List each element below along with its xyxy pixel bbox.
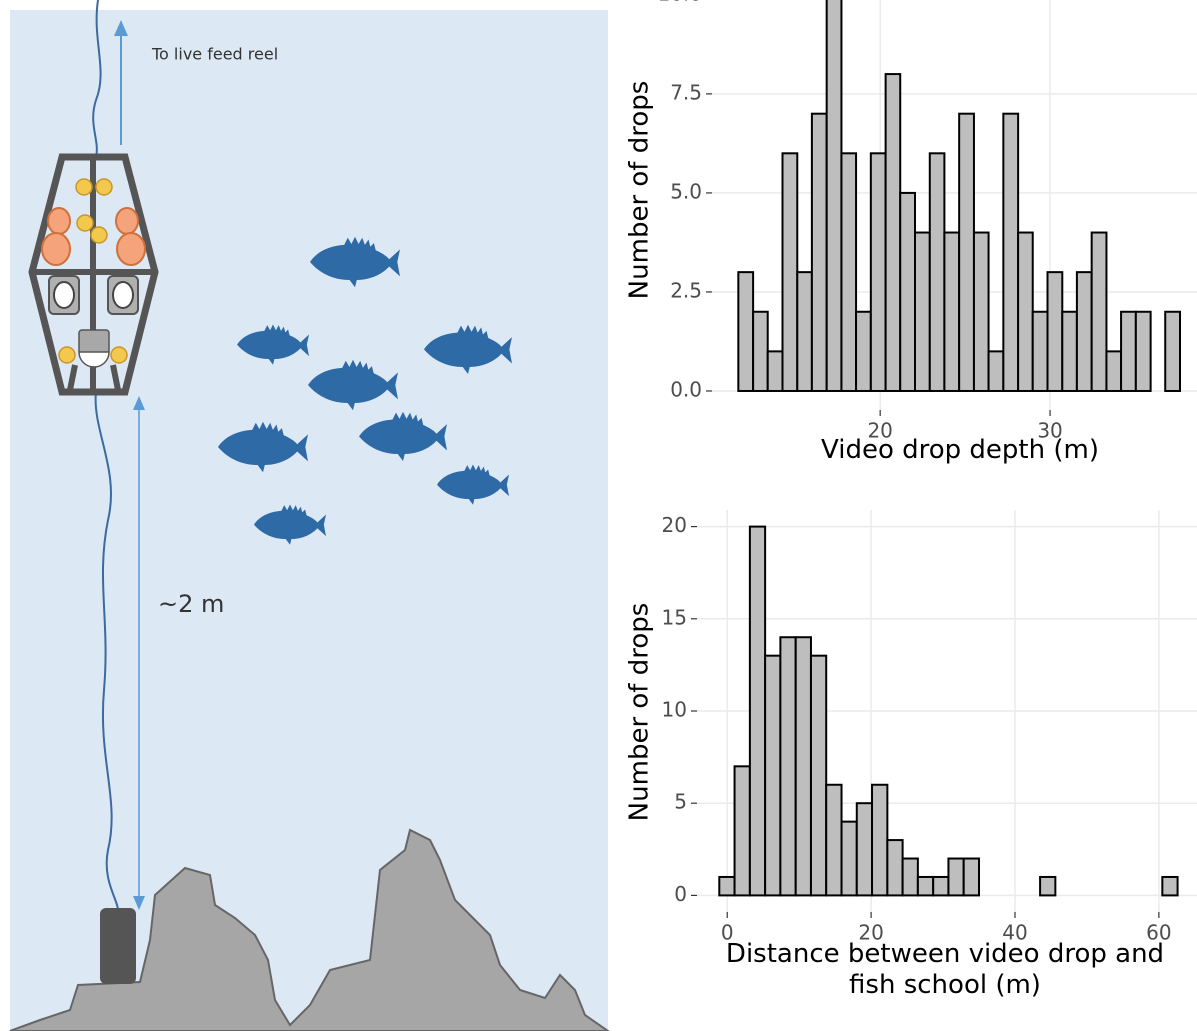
bar bbox=[944, 233, 959, 391]
diagram: To live feed reel ~2 m bbox=[10, 0, 608, 1031]
y-axis-title: Number of drops bbox=[625, 603, 655, 822]
bar bbox=[933, 877, 948, 895]
bar bbox=[735, 766, 750, 895]
bar bbox=[1040, 877, 1055, 895]
bar bbox=[1048, 272, 1063, 391]
bar bbox=[872, 785, 887, 896]
bar bbox=[1165, 312, 1180, 391]
diagram-label: To live feed reel bbox=[151, 45, 278, 64]
bar bbox=[827, 0, 842, 391]
bar bbox=[964, 859, 979, 896]
x-axis-title: Distance between video drop and fish sch… bbox=[715, 939, 1175, 1001]
bar bbox=[930, 153, 945, 391]
bar bbox=[780, 637, 795, 895]
lens bbox=[54, 282, 74, 308]
y-tick-label: 5.0 bbox=[670, 179, 702, 203]
bar bbox=[948, 859, 963, 896]
bar bbox=[1121, 312, 1136, 391]
bar bbox=[797, 272, 812, 391]
chart: 0.02.55.07.510.02030Number of drops bbox=[625, 0, 1197, 442]
bar bbox=[753, 312, 768, 391]
bar bbox=[1033, 312, 1048, 391]
diagram-label: ~2 m bbox=[158, 590, 224, 618]
anchor-weight bbox=[100, 908, 136, 984]
bar bbox=[1136, 312, 1151, 391]
bar bbox=[1092, 233, 1107, 391]
bar bbox=[856, 312, 871, 391]
bar bbox=[959, 114, 974, 391]
y-tick-label: 20 bbox=[662, 513, 687, 537]
y-tick-label: 15 bbox=[662, 605, 687, 629]
bar bbox=[989, 351, 1004, 391]
bar bbox=[900, 193, 915, 391]
bar bbox=[796, 637, 811, 895]
bar bbox=[782, 153, 797, 391]
bar bbox=[811, 656, 826, 896]
light bbox=[79, 330, 109, 354]
y-tick-label: 10.0 bbox=[657, 0, 702, 5]
bar bbox=[1077, 272, 1092, 391]
bar bbox=[903, 859, 918, 896]
bar bbox=[915, 233, 930, 391]
y-tick-label: 5 bbox=[674, 790, 687, 814]
bar bbox=[841, 153, 856, 391]
bar bbox=[1162, 877, 1177, 895]
bar bbox=[886, 74, 901, 391]
y-axis-title: Number of drops bbox=[625, 81, 655, 300]
bar bbox=[842, 822, 857, 896]
bar bbox=[1003, 114, 1018, 391]
x-axis-title: Video drop depth (m) bbox=[730, 435, 1190, 466]
y-tick-label: 0.0 bbox=[670, 377, 702, 401]
bar bbox=[887, 840, 902, 895]
bar bbox=[1106, 351, 1121, 391]
y-tick-label: 7.5 bbox=[670, 80, 702, 104]
figure: To live feed reel ~2 m bbox=[0, 0, 1197, 1031]
bar bbox=[871, 153, 886, 391]
page: To live feed reel ~2 m bbox=[0, 0, 1197, 1031]
bar bbox=[974, 233, 989, 391]
bar bbox=[826, 785, 841, 896]
bars bbox=[738, 0, 1180, 391]
bar bbox=[765, 656, 780, 896]
bar bbox=[719, 877, 734, 895]
bar bbox=[1062, 312, 1077, 391]
y-tick-label: 2.5 bbox=[670, 278, 702, 302]
bar bbox=[1018, 233, 1033, 391]
bar bbox=[918, 877, 933, 895]
bar bbox=[768, 351, 783, 391]
bar bbox=[738, 272, 753, 391]
bar bbox=[812, 114, 827, 391]
y-tick-label: 0 bbox=[674, 882, 687, 906]
bar bbox=[857, 803, 872, 895]
y-tick-label: 10 bbox=[662, 698, 687, 722]
cage bbox=[32, 157, 155, 392]
lens bbox=[113, 282, 133, 308]
bar bbox=[750, 527, 765, 896]
